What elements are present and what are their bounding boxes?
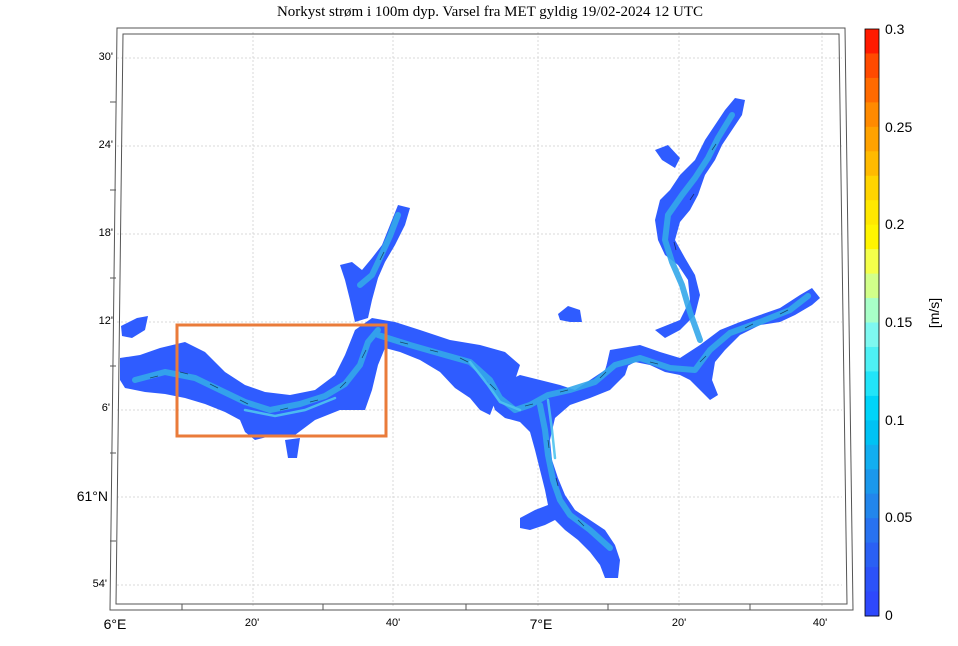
colorbar-cell <box>865 567 879 593</box>
lon-label-6e: 6°E <box>103 616 127 632</box>
colorbar-cell <box>865 493 879 519</box>
frame-ticks <box>110 101 751 610</box>
lat-label-18: 18' <box>98 227 113 239</box>
colorbar-cell <box>865 200 879 226</box>
colorbar-cell <box>865 518 879 544</box>
colorbar-tick: 0.15 <box>885 314 913 330</box>
colorbar-cell <box>865 395 879 421</box>
colorbar-cell <box>865 102 879 128</box>
lon-label-20: 20' <box>244 617 260 629</box>
lat-label-61n: 61°N <box>76 488 108 504</box>
colorbar-tick: 0.3 <box>885 21 905 37</box>
lat-label-54: 54' <box>92 578 107 590</box>
colorbar-tick: 0.1 <box>885 412 905 428</box>
colorbar-tick: 0.05 <box>885 509 913 525</box>
colorbar-cell <box>865 175 879 201</box>
highlight-box <box>175 323 388 438</box>
colorbar-cell <box>865 249 879 275</box>
colorbar-cell <box>865 29 879 54</box>
colorbar-cell <box>865 420 879 446</box>
colorbar-cell <box>865 53 879 79</box>
colorbar-cell <box>865 151 879 177</box>
colorbar-cells <box>865 29 879 617</box>
lon-label-40-east: 40' <box>812 617 828 629</box>
colorbar-cell <box>865 469 879 495</box>
map-frame <box>109 27 854 611</box>
fjord-current-field <box>120 98 820 578</box>
colorbar-tick: 0.25 <box>885 119 913 135</box>
colorbar-cell <box>865 273 879 299</box>
lon-label-20-east: 20' <box>671 617 687 629</box>
colorbar-cell <box>865 322 879 348</box>
colorbar-cell <box>865 346 879 372</box>
lon-label-7e: 7°E <box>529 616 553 632</box>
colorbar-tick: 0.2 <box>885 216 905 232</box>
lat-label-24: 24' <box>98 139 113 151</box>
colorbar-cell <box>865 77 879 103</box>
lat-label-6: 6' <box>101 402 110 414</box>
colorbar-cell <box>865 542 879 568</box>
colorbar-cell <box>865 371 879 397</box>
colorbar-cell <box>865 591 879 617</box>
lat-label-30: 30' <box>98 51 113 63</box>
lon-label-40: 40' <box>385 617 401 629</box>
colorbar-label: [m/s] <box>926 297 942 329</box>
colorbar-cell <box>865 126 879 152</box>
lat-label-12: 12' <box>98 315 113 327</box>
colorbar-tick: 0 <box>885 607 893 623</box>
colorbar-cell <box>865 298 879 323</box>
colorbar-cell <box>865 224 879 250</box>
map-title: Norkyst strøm i 100m dyp. Varsel fra MET… <box>276 4 704 20</box>
colorbar-cell <box>865 444 879 470</box>
